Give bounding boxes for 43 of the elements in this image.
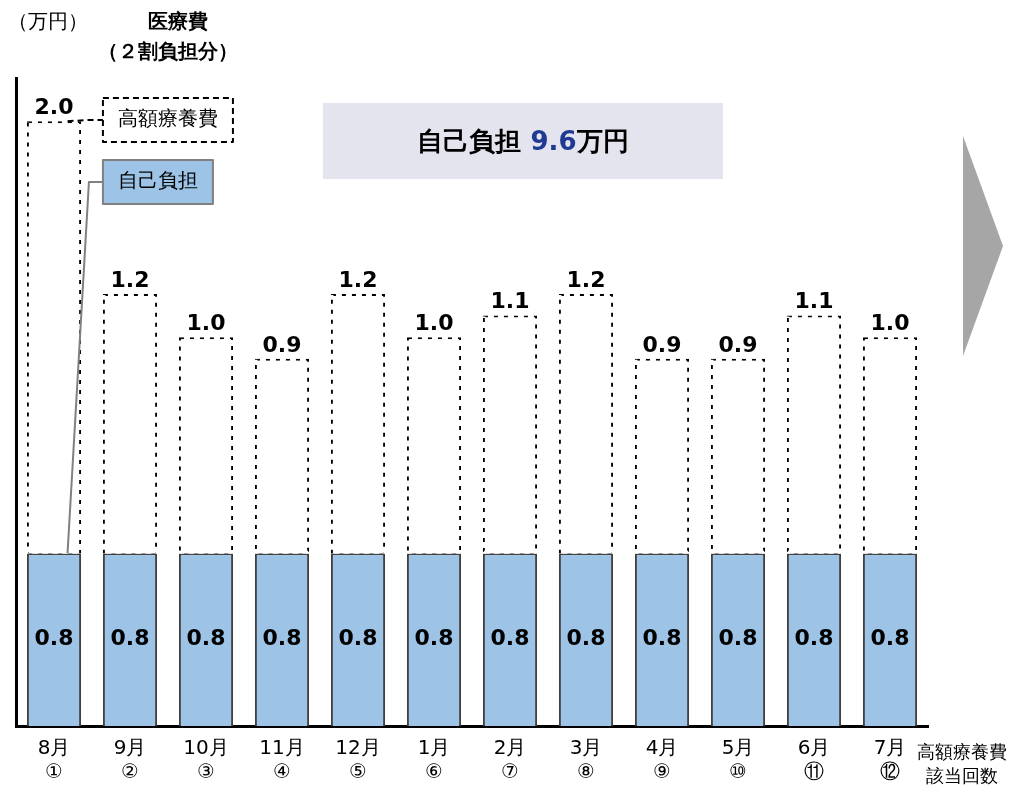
data-label: 1.2 [110, 266, 150, 292]
x-tick-label: 6月 ⑪ [797, 735, 831, 784]
data-label: 2.0 [34, 93, 74, 119]
data-label: 0.8 [566, 625, 606, 651]
data-label: 1.0 [870, 309, 910, 335]
text: 医療費 [148, 8, 208, 35]
data-label: 1.0 [414, 309, 454, 335]
data-label: 0.8 [110, 625, 150, 651]
annotation: 自己負担 9.6万円 [417, 125, 629, 156]
data-label: 0.8 [338, 625, 378, 651]
x-tick-label: 4月 ⑨ [645, 735, 679, 784]
data-label: 0.9 [718, 331, 758, 357]
text: 自己負担 [117, 168, 198, 193]
data-label: 1.0 [186, 309, 226, 335]
x-axis-title: 高額療養費該当回数 [916, 740, 1008, 788]
series-label: 高額療養費 [117, 106, 218, 131]
data-label: 0.8 [34, 625, 74, 651]
x-tick-label: 5月 ⑩ [721, 735, 755, 784]
x-tick-label: 3月 ⑧ [569, 735, 603, 784]
data-label: 1.2 [566, 266, 606, 292]
data-label: 0.8 [870, 625, 910, 651]
data-label: 1.1 [794, 288, 834, 314]
data-label: 0.8 [642, 625, 682, 651]
data-label: 0.8 [794, 625, 834, 651]
x-tick-label: 8月 ① [37, 735, 71, 784]
data-label: 0.8 [490, 625, 530, 651]
x-tick-label: 12月 ⑤ [335, 735, 381, 784]
data-label: 0.9 [262, 331, 302, 357]
x-tick-label: 7月 ⑫ [873, 735, 907, 784]
data-label: 1.2 [338, 266, 378, 292]
text: （２割負担分） [98, 38, 238, 65]
data-label: 0.8 [414, 625, 454, 651]
data-label: 0.8 [718, 625, 758, 651]
x-tick-label: 10月 ③ [183, 735, 229, 784]
data-label: 0.9 [642, 331, 682, 357]
data-label: 1.1 [490, 288, 530, 314]
x-tick-label: 2月 ⑦ [493, 735, 527, 784]
data-label: 0.8 [262, 625, 302, 651]
x-tick-label: 11月 ④ [259, 735, 305, 784]
data-label: 0.8 [186, 625, 226, 651]
x-tick-label: 9月 ② [113, 735, 147, 784]
text: （万円） [8, 8, 88, 35]
x-tick-label: 1月 ⑥ [417, 735, 451, 784]
